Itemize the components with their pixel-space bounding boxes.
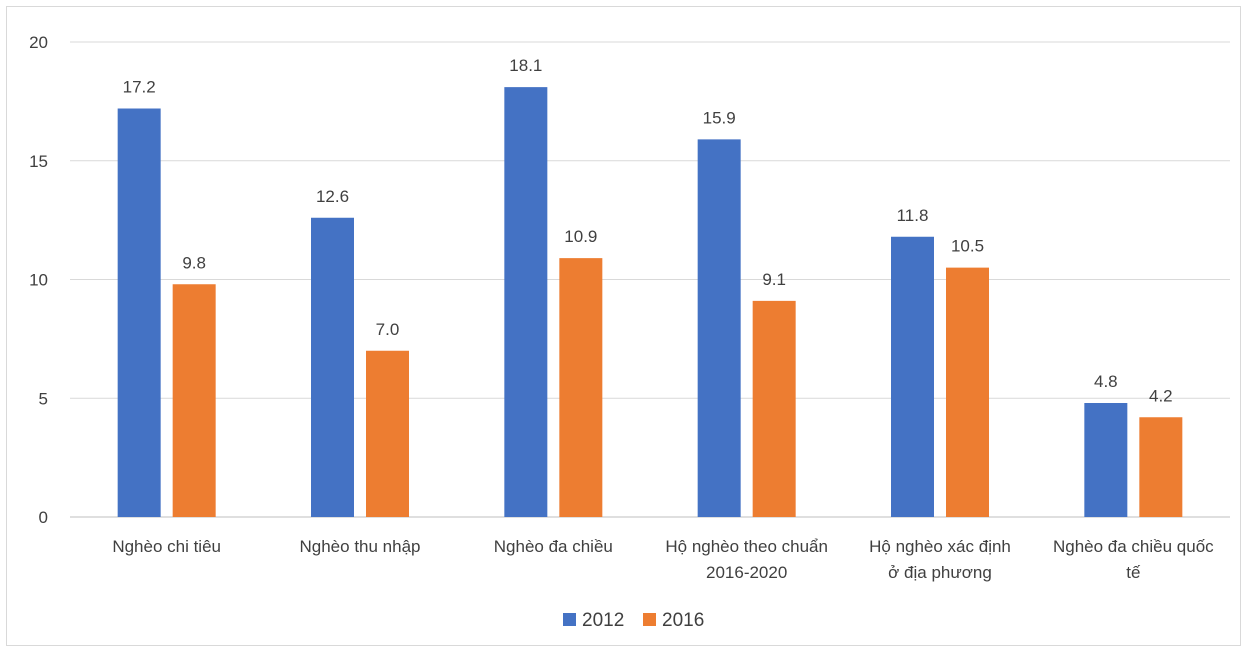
y-tick-label: 15	[29, 152, 48, 171]
data-label: 4.8	[1094, 372, 1118, 391]
bar-2016-2	[559, 258, 602, 517]
bar-2012-5	[1084, 403, 1127, 517]
bars	[118, 87, 1183, 517]
bar-2012-0	[118, 109, 161, 518]
bar-2012-3	[698, 139, 741, 517]
legend: 2012 2016	[563, 610, 704, 631]
y-tick-label: 5	[39, 389, 48, 408]
data-labels: 17.2 9.8 12.6 7.0 18.1 10.9 15.9 9.1 11.8 10.5 4.8…	[123, 56, 1173, 405]
data-label: 10.9	[564, 227, 597, 246]
gridlines	[70, 42, 1230, 517]
bar-2012-2	[504, 87, 547, 517]
data-label: 15.9	[703, 108, 736, 127]
data-label: 11.8	[897, 206, 929, 225]
legend-swatch	[643, 613, 656, 626]
category-label: Nghèo chi tiêu	[112, 537, 221, 556]
x-axis: Nghèo chi tiêu Nghèo thu nhập Nghèo đa chi…	[112, 537, 1214, 582]
bar-2012-1	[311, 218, 354, 517]
legend-label: 2012	[582, 610, 624, 631]
legend-label: 2016	[662, 610, 704, 631]
data-label: 9.8	[182, 253, 206, 272]
legend-swatch	[563, 613, 576, 626]
category-label: Nghèo đa chiều quốc tế	[1053, 537, 1214, 582]
bar-2016-1	[366, 351, 409, 517]
category-label: Hộ nghèo xác định ở địa phương	[869, 537, 1011, 582]
y-tick-label: 10	[29, 271, 48, 290]
y-tick-label: 0	[39, 508, 48, 527]
category-label: Hộ nghèo theo chuẩn 2016-2020	[665, 537, 828, 582]
data-label: 9.1	[762, 270, 786, 289]
bar-2016-5	[1139, 417, 1182, 517]
data-label: 4.2	[1149, 386, 1173, 405]
bar-2012-4	[891, 237, 934, 517]
bar-2016-0	[173, 284, 216, 517]
data-label: 10.5	[951, 237, 984, 256]
data-label: 7.0	[376, 320, 400, 339]
y-axis: 0 5 10 15 20	[29, 33, 48, 527]
category-label: Nghèo thu nhập	[300, 537, 421, 556]
data-label: 18.1	[509, 56, 542, 75]
bar-2016-4	[946, 268, 989, 517]
category-label: Nghèo đa chiều	[494, 537, 613, 556]
data-label: 17.2	[123, 78, 156, 97]
y-tick-label: 20	[29, 33, 48, 52]
data-label: 12.6	[316, 187, 349, 206]
bar-2016-3	[753, 301, 796, 517]
